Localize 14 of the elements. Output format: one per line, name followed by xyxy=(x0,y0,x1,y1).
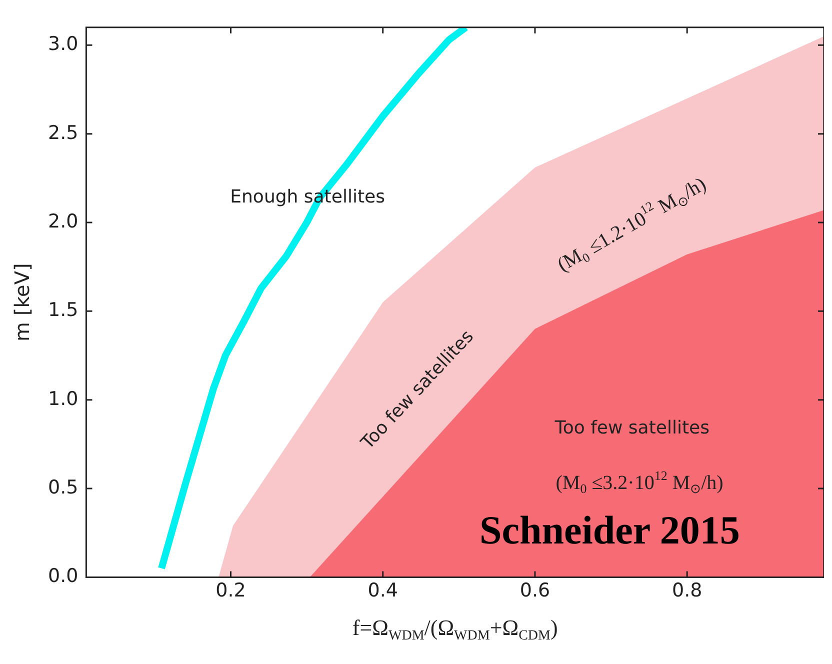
y-tick-label: 0.0 xyxy=(48,565,78,588)
y-tick-label: 1.5 xyxy=(48,299,78,322)
y-tick-label: 1.0 xyxy=(48,388,78,410)
annotation: Too few satellites xyxy=(554,417,710,438)
y-tick-label: 0.5 xyxy=(48,476,78,498)
y-tick-label: 2.0 xyxy=(48,210,78,232)
x-tick-label: 0.6 xyxy=(520,580,550,602)
annotation: Schneider 2015 xyxy=(479,508,740,553)
y-axis-title: m [keV] xyxy=(10,263,34,342)
x-tick-label: 0.8 xyxy=(672,580,702,602)
x-tick-label: 0.4 xyxy=(368,580,398,602)
x-tick-label: 0.2 xyxy=(216,580,246,602)
y-tick-label: 2.5 xyxy=(48,122,78,144)
y-tick-label: 3.0 xyxy=(48,33,78,56)
